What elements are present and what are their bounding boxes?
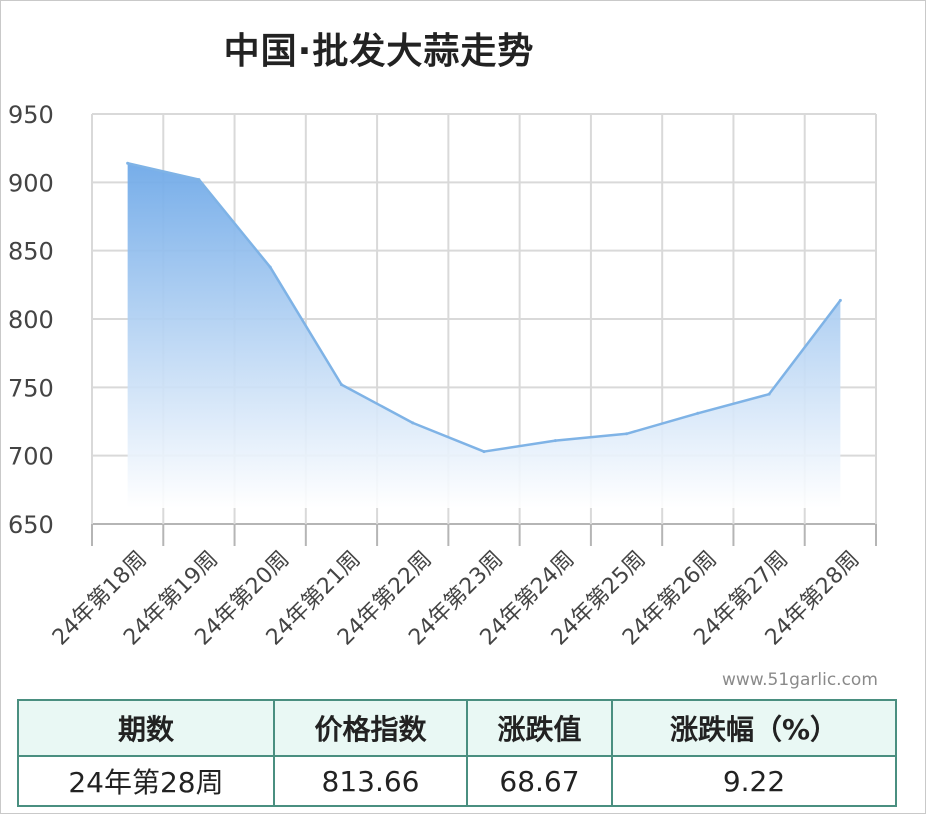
data-point: [197, 178, 201, 182]
y-tick-label: 950: [8, 101, 54, 129]
y-tick-label: 850: [8, 238, 54, 266]
y-tick-label: 800: [8, 306, 54, 334]
y-tick-label: 650: [8, 511, 54, 539]
chart-canvas: 65070075080085090095024年第18周24年第19周24年第2…: [8, 101, 877, 651]
data-point: [696, 411, 700, 415]
summary-table: 期数 价格指数 涨跌值 涨跌幅（%） 24年第28周 813.66 68.67 …: [17, 699, 897, 807]
data-point: [126, 161, 130, 165]
data-point: [553, 439, 557, 443]
data-point: [268, 265, 272, 269]
data-point: [339, 383, 343, 387]
data-point: [625, 432, 629, 436]
summary-data-row: 24年第28周 813.66 68.67 9.22: [17, 755, 897, 807]
chart-title: 中国·批发大蒜走势: [223, 31, 535, 72]
data-point: [838, 298, 842, 302]
header-change-percent: 涨跌幅（%）: [611, 699, 897, 757]
cell-change-value: 68.67: [466, 755, 613, 807]
watermark-text: www.51garlic.com: [722, 670, 878, 690]
y-tick-label: 700: [8, 443, 54, 471]
cell-price-index: 813.66: [273, 755, 468, 807]
series-area: [127, 163, 841, 508]
cell-change-percent: 9.22: [611, 755, 897, 807]
header-change-value: 涨跌值: [466, 699, 613, 757]
header-price-index: 价格指数: [273, 699, 468, 757]
header-period: 期数: [17, 699, 275, 757]
data-point: [411, 421, 415, 425]
y-tick-label: 900: [8, 169, 54, 197]
data-point: [482, 450, 486, 454]
data-point: [767, 392, 771, 396]
cell-period: 24年第28周: [17, 755, 275, 807]
y-tick-label: 750: [8, 374, 54, 402]
summary-header-row: 期数 价格指数 涨跌值 涨跌幅（%）: [17, 699, 897, 757]
